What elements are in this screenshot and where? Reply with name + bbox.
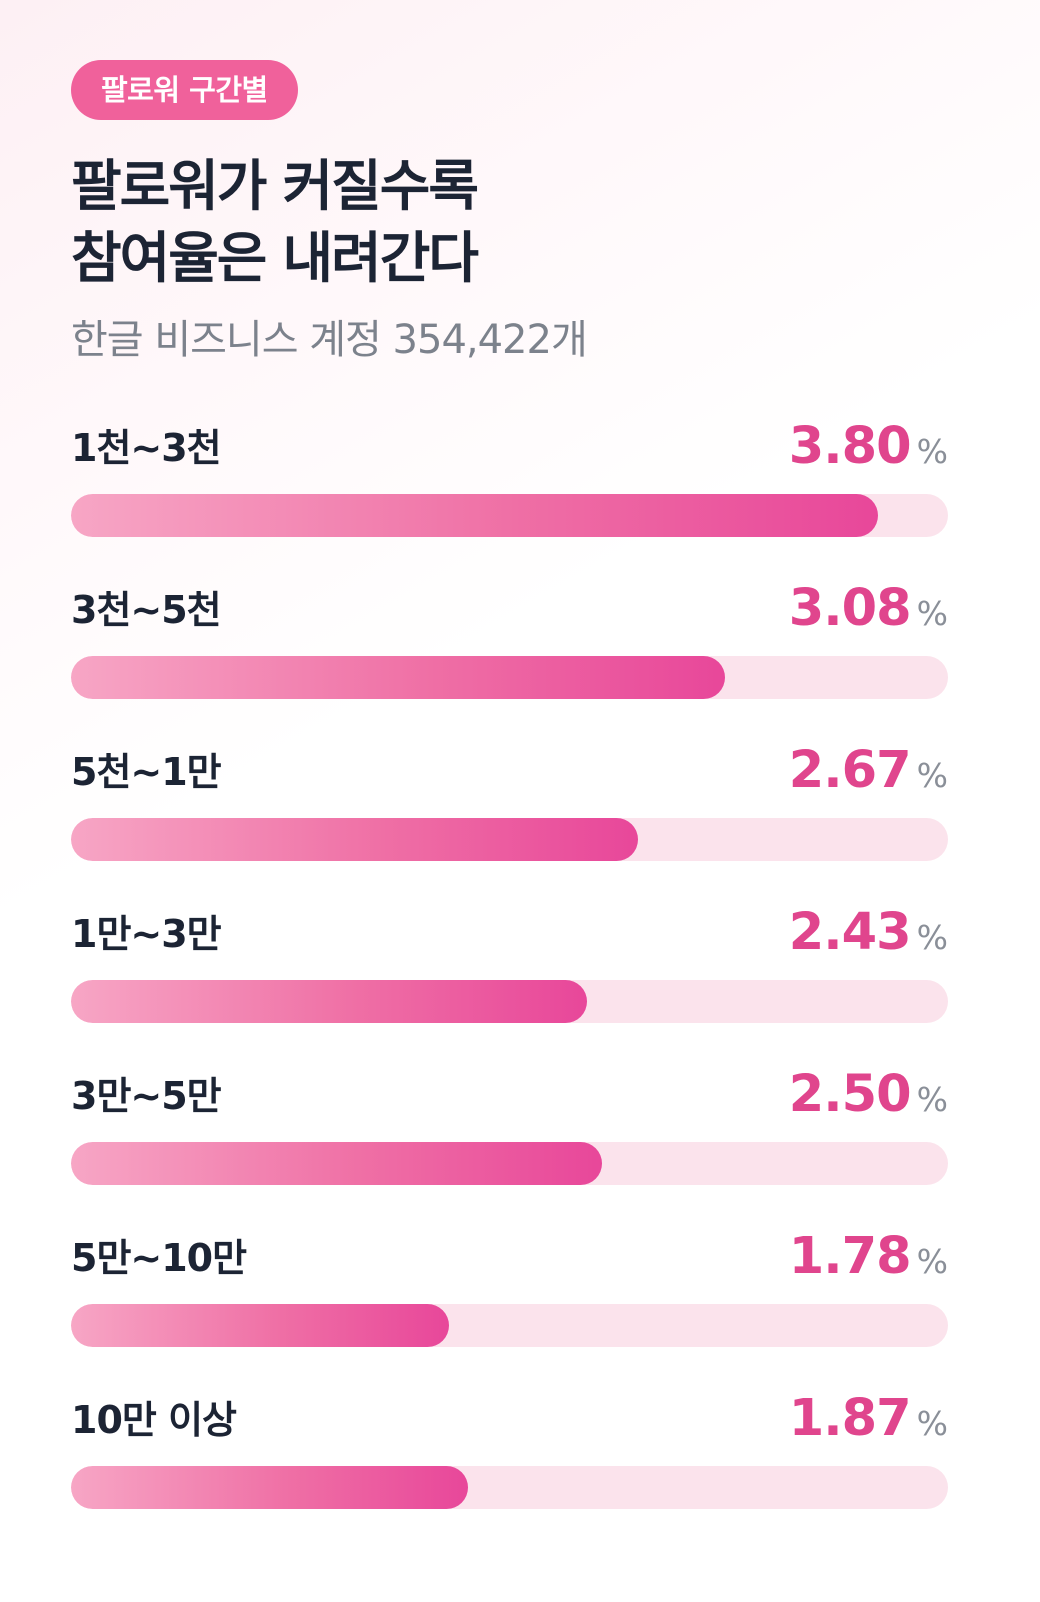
bar-track: [71, 818, 948, 861]
bar-track: [71, 1304, 948, 1347]
bar-value-number: 2.50: [788, 1065, 912, 1124]
bar-track: [71, 980, 948, 1023]
bar-category-label: 5천~1만: [71, 750, 222, 794]
bar-value-unit: %: [916, 594, 948, 633]
bar-category-label: 3천~5천: [71, 588, 222, 632]
bar-value-label: 2.43%: [789, 898, 948, 979]
bar-row: 3만~5만 2.50%: [71, 1060, 948, 1222]
bar-value-unit: %: [916, 432, 948, 471]
bar-value-number: 2.67: [788, 741, 912, 800]
bar-fill: [71, 980, 587, 1023]
bar-category-label: 3만~5만: [71, 1074, 222, 1118]
bar-track: [71, 1142, 948, 1185]
bar-value-unit: %: [916, 1080, 948, 1119]
bar-fill: [71, 656, 725, 699]
category-badge: 팔로워 구간별: [71, 60, 298, 120]
bar-row: 5천~1만 2.67%: [71, 736, 948, 898]
bar-value-label: 1.78%: [789, 1222, 948, 1303]
chart-title-line-2: 참여율은 내려간다: [71, 226, 479, 290]
bar-row: 1만~3만 2.43%: [71, 898, 948, 1060]
bar-row: 5만~10만 1.78%: [71, 1222, 948, 1384]
bar-fill: [71, 1466, 468, 1509]
bar-category-label: 10만 이상: [71, 1398, 237, 1442]
bar-value-unit: %: [916, 1404, 948, 1443]
bar-value-number: 1.87: [788, 1389, 912, 1448]
bar-value-unit: %: [916, 756, 948, 795]
chart-subtitle: 한글 비즈니스 계정 354,422개: [71, 317, 588, 363]
bar-value-unit: %: [916, 1242, 948, 1281]
bar-value-label: 2.67%: [789, 736, 948, 817]
bar-value-label: 2.50%: [789, 1060, 948, 1141]
bar-value-label: 3.80%: [789, 412, 948, 493]
bar-fill: [71, 818, 638, 861]
bar-category-label: 5만~10만: [71, 1236, 247, 1280]
bar-track: [71, 494, 948, 537]
bar-track: [71, 656, 948, 699]
chart-title-line-1: 팔로워가 커질수록: [71, 154, 479, 218]
bar-fill: [71, 1142, 602, 1185]
bar-row: 1천~3천 3.80%: [71, 412, 948, 574]
bar-value-number: 3.80: [788, 417, 912, 476]
bar-category-label: 1천~3천: [71, 426, 222, 470]
chart-title: 팔로워가 커질수록 참여율은 내려간다: [71, 150, 971, 294]
bar-value-number: 2.43: [788, 903, 912, 962]
bar-value-label: 1.87%: [789, 1384, 948, 1465]
bar-row: 10만 이상 1.87%: [71, 1384, 948, 1546]
bar-value-number: 1.78: [788, 1227, 912, 1286]
bar-row: 3천~5천 3.08%: [71, 574, 948, 736]
bar-value-number: 3.08: [788, 579, 912, 638]
bar-fill: [71, 1304, 449, 1347]
bar-value-unit: %: [916, 918, 948, 957]
bar-track: [71, 1466, 948, 1509]
bar-category-label: 1만~3만: [71, 912, 222, 956]
bar-list: 1천~3천 3.80% 3천~5천 3.08% 5천~1만 2.67% 1만~3만 2.43%…: [71, 412, 948, 1546]
bar-fill: [71, 494, 878, 537]
bar-value-label: 3.08%: [789, 574, 948, 655]
